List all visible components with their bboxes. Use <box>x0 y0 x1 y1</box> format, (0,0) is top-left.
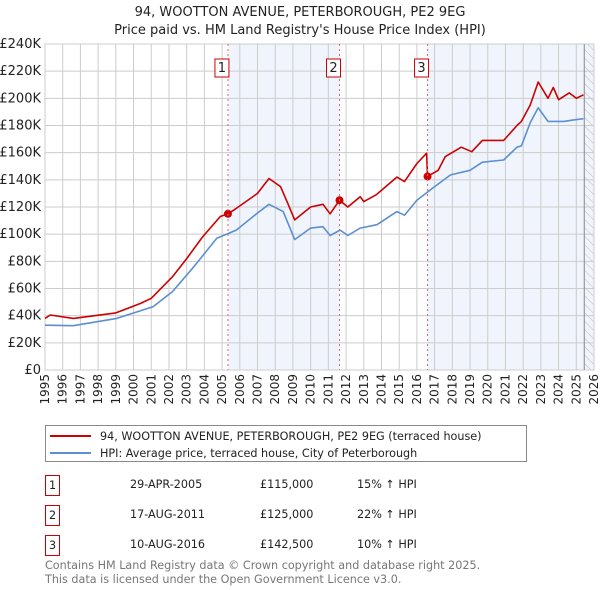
sale-label: 3 <box>417 61 425 76</box>
x-tick-label: 2016 <box>410 374 424 405</box>
x-tick-label: 1996 <box>56 374 70 405</box>
transaction-price: £125,000 <box>260 508 314 521</box>
series-line <box>44 81 584 320</box>
x-tick-label: 2021 <box>498 374 512 405</box>
transaction-price: £142,500 <box>260 538 314 551</box>
y-tick-label: £160K <box>0 146 41 161</box>
sale-label-box <box>414 58 430 78</box>
x-tick-label: 1995 <box>38 374 52 405</box>
plot-border <box>44 43 595 371</box>
x-tick-label: 2020 <box>481 374 495 405</box>
x-tick-label: 2012 <box>339 374 353 405</box>
legend: 94, WOOTTON AVENUE, PETERBOROUGH, PE2 9E… <box>45 425 527 462</box>
sale-label: 2 <box>329 61 337 76</box>
transaction-marker: 2 <box>45 505 60 526</box>
series-line <box>44 107 584 327</box>
transaction-row: 2 17-AUG-2011 £125,000 22% ↑ HPI <box>45 505 465 527</box>
x-tick-label: 2008 <box>268 374 282 405</box>
footer-copyright: Contains HM Land Registry data © Crown c… <box>45 559 481 572</box>
x-tick-label: 2025 <box>569 374 583 405</box>
legend-item-hpi: HPI: Average price, terraced house, City… <box>50 445 417 461</box>
chart-subtitle: Price paid vs. HM Land Registry's House … <box>114 23 486 38</box>
sale-label-box <box>214 58 230 78</box>
x-tick-label: 1998 <box>91 374 105 405</box>
legend-item-property: 94, WOOTTON AVENUE, PETERBOROUGH, PE2 9E… <box>50 428 482 444</box>
transaction-row: 1 29-APR-2005 £115,000 15% ↑ HPI <box>45 475 465 497</box>
x-tick-label: 2003 <box>180 374 194 405</box>
footer-licence: This data is licensed under the Open Gov… <box>45 573 402 586</box>
x-tick-label: 2019 <box>463 374 477 405</box>
legend-swatch <box>50 435 91 437</box>
y-tick-label: £20K <box>8 336 42 351</box>
x-tick-label: 1997 <box>73 374 87 405</box>
transaction-marker: 3 <box>45 535 60 556</box>
transaction-marker: 1 <box>45 475 60 496</box>
x-tick-label: 2005 <box>215 374 229 405</box>
transaction-hpi-delta: 10% ↑ HPI <box>357 538 417 551</box>
x-tick-label: 2000 <box>127 374 141 405</box>
x-tick-label: 2006 <box>233 374 247 405</box>
footer: Contains HM Land Registry data © Crown c… <box>45 559 480 587</box>
x-tick-label: 2011 <box>321 374 335 405</box>
x-tick-label: 2007 <box>251 374 265 405</box>
transaction-row: 3 10-AUG-2016 £142,500 10% ↑ HPI <box>45 535 465 557</box>
x-tick-label: 1999 <box>109 374 123 405</box>
transaction-date: 17-AUG-2011 <box>130 508 206 521</box>
x-tick-label: 2009 <box>286 374 300 405</box>
sale-label: 1 <box>218 61 226 76</box>
transaction-hpi-delta: 22% ↑ HPI <box>357 508 417 521</box>
y-tick-label: £0 <box>24 363 41 378</box>
transaction-date: 10-AUG-2016 <box>130 538 206 551</box>
transaction-date: 29-APR-2005 <box>130 478 203 491</box>
chart-title: 94, WOOTTON AVENUE, PETERBOROUGH, PE2 9E… <box>135 5 466 20</box>
legend-label: HPI: Average price, terraced house, City… <box>100 446 418 460</box>
y-tick-label: £120K <box>0 200 41 215</box>
legend-swatch <box>50 452 91 454</box>
x-tick-label: 2004 <box>197 374 211 405</box>
legend-label: 94, WOOTTON AVENUE, PETERBOROUGH, PE2 9E… <box>100 429 482 443</box>
sale-point <box>223 209 232 218</box>
x-tick-label: 2023 <box>534 374 548 405</box>
y-tick-label: £140K <box>0 173 41 188</box>
x-tick-label: 2002 <box>162 374 176 405</box>
y-tick-label: £200K <box>0 91 41 106</box>
transaction-hpi-delta: 15% ↑ HPI <box>357 478 417 491</box>
y-tick-label: £180K <box>0 119 41 134</box>
chart: 94, WOOTTON AVENUE, PETERBOROUGH, PE2 9E… <box>0 5 600 405</box>
x-tick-label: 2010 <box>304 374 318 405</box>
y-tick-label: £80K <box>8 254 42 269</box>
x-tick-label: 2001 <box>144 374 158 405</box>
x-tick-label: 2026 <box>587 374 600 405</box>
sale-label-box <box>326 58 342 78</box>
y-tick-label: £220K <box>0 64 41 79</box>
y-tick-label: £240K <box>0 37 41 52</box>
x-tick-label: 2022 <box>516 374 530 405</box>
transaction-price: £115,000 <box>260 478 314 491</box>
x-tick-label: 2024 <box>552 374 566 405</box>
x-tick-label: 2018 <box>445 374 459 405</box>
x-tick-label: 2017 <box>428 374 442 405</box>
x-tick-label: 2014 <box>374 374 388 405</box>
y-tick-label: £60K <box>8 282 42 297</box>
x-tick-label: 2013 <box>357 374 371 405</box>
y-tick-label: £100K <box>0 227 41 242</box>
y-tick-label: £40K <box>8 309 42 324</box>
sale-point <box>423 172 432 181</box>
x-tick-label: 2015 <box>392 374 406 405</box>
